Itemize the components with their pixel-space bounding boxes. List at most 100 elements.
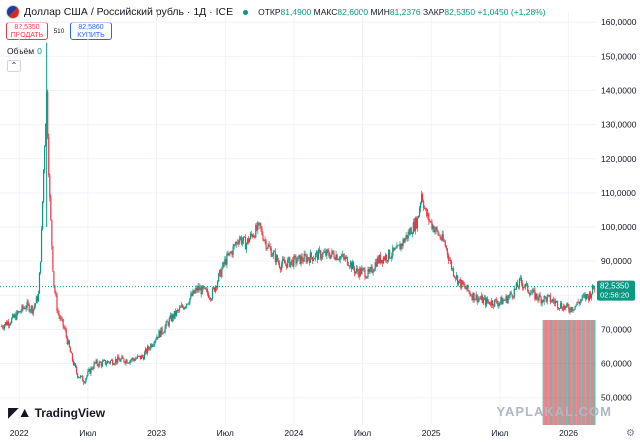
candle-body [122,356,124,359]
volume-legend[interactable]: Объём 0 [7,46,42,56]
candle-body [568,306,570,311]
candle-body [181,305,183,308]
symbol-title[interactable]: Доллар США / Российский рубль · 1Д · ICE [24,6,234,18]
volume-bar [580,320,582,425]
candle-body [183,307,185,310]
candle-body [515,282,517,289]
candle-body [270,248,272,257]
candle-body [296,261,298,264]
candle-body [329,255,331,259]
candle-body [475,294,477,300]
volume-bar [591,320,593,425]
candle-body [23,308,25,309]
volume-bar [551,320,553,425]
candle-body [440,238,442,240]
buy-label: КУПИТЬ [77,32,105,39]
candle-body [573,309,575,311]
candle-body [6,321,9,326]
candle-body [338,259,340,261]
candle-body [326,249,328,256]
candle-body [75,367,78,374]
candle-body [396,245,398,249]
candle-body [392,247,394,257]
candle-body [314,253,317,259]
candle-body [542,299,544,302]
candle-body [147,346,149,354]
candle-body [281,259,284,265]
candle-body [148,346,150,349]
x-tick-label: Июл [217,428,234,438]
candle-body [299,255,301,265]
candle-body [176,310,179,311]
y-axis[interactable]: 160,0000 150,0000 140,0000 130,0000 120,0000… [601,17,637,402]
candle-body [12,314,14,319]
candle-body [81,375,83,377]
candle-body [84,382,86,384]
candle-body [395,248,397,250]
candle-body [80,375,82,378]
candle-body [579,300,581,304]
candle-body [121,356,123,360]
collapse-legend-button[interactable]: ⌃ [7,60,21,72]
candle-body [490,304,492,306]
candle-body [226,253,228,265]
candle-body [190,293,192,299]
candle-body [66,336,68,345]
candle-body [167,322,169,326]
volume-bar [581,320,584,425]
price-tag-value: 82,5350 [600,282,629,291]
candle-body [456,275,458,279]
settings-icon[interactable]: ⚙ [626,428,635,439]
candle-body [33,305,35,309]
candle-body [523,286,526,288]
candle-body [59,316,61,320]
candle-body [211,288,214,300]
buy-price: 82,5860 [78,24,104,31]
candle-body [552,299,555,302]
candle-body [403,239,405,243]
close-label: ЗАКР [422,7,445,17]
candle-body [218,273,220,282]
candle-body [298,255,300,257]
candle-body [256,225,258,231]
candle-body [467,284,469,291]
candle-body [150,344,152,350]
tradingview-logo[interactable]: ◤▲ TradingView [8,404,105,421]
candle-body [513,288,515,297]
candle-body [563,305,565,311]
candle-body [49,175,51,198]
volume-label: Объём [7,46,35,56]
candle-body [223,262,225,265]
candle-body [228,252,230,256]
candle-body [292,259,294,267]
candle-body [460,279,462,288]
volume-bar [569,320,572,425]
x-axis[interactable]: 2022 Июл 2023 Июл 2024 Июл 2025 Июл 2026 [10,428,578,438]
candle-body [327,249,329,252]
candle-body [451,268,454,270]
volume-bar [547,320,549,425]
candle-body [365,277,367,279]
candle-body [89,369,91,374]
candle-body [153,344,155,346]
sell-label: ПРОДАТЬ [10,32,44,39]
candle-body [104,360,106,365]
candle-body [498,303,500,306]
candle-body [578,302,580,304]
candle-body [512,296,514,298]
candle-body [297,256,299,262]
candle-body [209,297,212,300]
candle-body [193,290,195,294]
candle-body [85,378,87,383]
candle-body [415,217,418,228]
candle-body [45,124,47,147]
candle-body [400,243,402,250]
candle-body [108,362,111,364]
candle-body [356,268,358,272]
candle-body [340,256,342,258]
candle-body [185,306,187,308]
volume-bar [586,320,588,425]
candle-body [234,244,236,246]
candle-body [231,251,233,256]
